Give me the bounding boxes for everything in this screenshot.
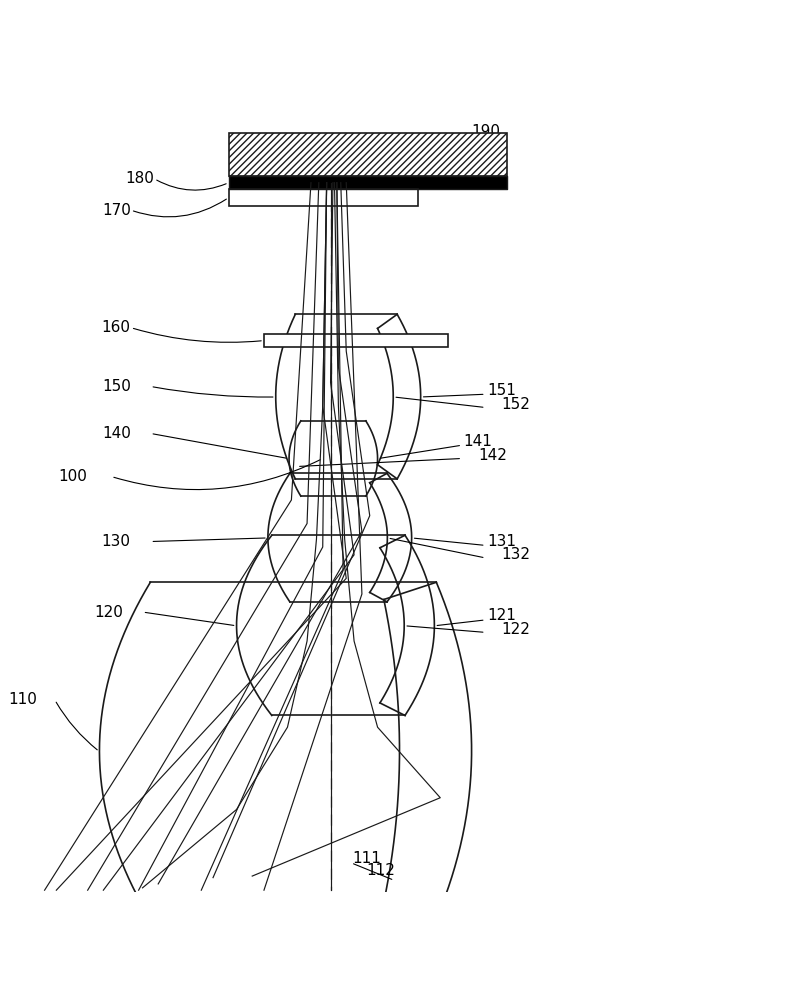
Bar	[228, 176, 507, 189]
Bar	[264, 334, 448, 347]
Text: 142: 142	[478, 448, 507, 463]
Text: 180: 180	[126, 171, 155, 186]
Text: 100: 100	[59, 469, 88, 484]
Text: 152: 152	[502, 397, 530, 412]
Text: 190: 190	[472, 124, 501, 139]
Text: 140: 140	[102, 426, 131, 441]
Bar	[228, 189, 418, 206]
Text: 131: 131	[487, 534, 517, 549]
Bar	[228, 133, 507, 176]
Text: 110: 110	[8, 692, 37, 707]
Text: 112: 112	[366, 863, 395, 878]
Text: 121: 121	[487, 608, 517, 623]
Text: 132: 132	[502, 547, 531, 562]
Text: 120: 120	[94, 605, 123, 620]
Text: 141: 141	[464, 434, 493, 449]
Text: 130: 130	[102, 534, 131, 549]
Text: 151: 151	[487, 383, 517, 398]
Text: 111: 111	[352, 851, 382, 866]
Text: 160: 160	[102, 320, 131, 335]
Text: 122: 122	[502, 622, 530, 637]
Text: 170: 170	[102, 203, 131, 218]
Text: 150: 150	[102, 379, 131, 394]
